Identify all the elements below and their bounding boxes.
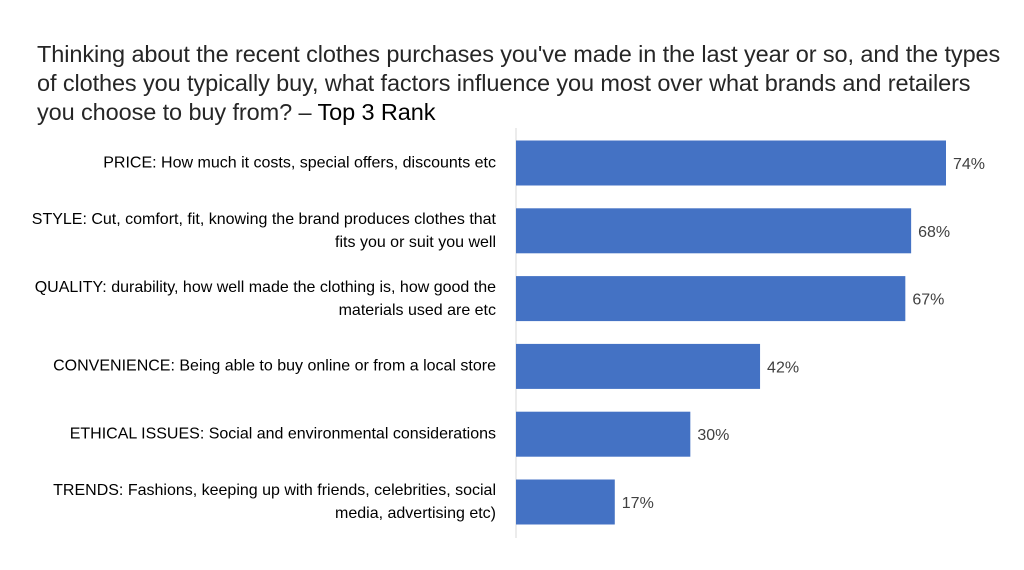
category-label-2: QUALITY: durability, how well made the c… bbox=[34, 278, 496, 319]
chart-title-emphasis: Top 3 Rank bbox=[317, 99, 436, 125]
bar-4 bbox=[516, 411, 691, 457]
category-label-1: STYLE: Cut, comfort, fit, knowing the br… bbox=[31, 210, 496, 251]
bar-2 bbox=[516, 276, 906, 322]
chart-title: Thinking about the recent clothes purcha… bbox=[37, 40, 1012, 127]
bar-0 bbox=[516, 140, 946, 186]
bars bbox=[516, 140, 946, 525]
value-label-4: 30% bbox=[697, 427, 729, 444]
bar-5 bbox=[516, 479, 615, 525]
value-label-1: 68% bbox=[918, 224, 950, 241]
value-label-0: 74% bbox=[953, 156, 985, 173]
chart-title-main: Thinking about the recent clothes purcha… bbox=[37, 41, 1001, 125]
value-label-3: 42% bbox=[767, 359, 799, 376]
bar-3 bbox=[516, 343, 761, 389]
value-label-2: 67% bbox=[912, 292, 944, 309]
value-label-5: 17% bbox=[622, 495, 654, 512]
value-labels: 74% 68% 67% 42% 30% 17% bbox=[622, 156, 985, 512]
category-label-5: TRENDS: Fashions, keeping up with friend… bbox=[53, 482, 496, 522]
category-label-0: PRICE: How much it costs, special offers… bbox=[103, 154, 496, 172]
bar-1 bbox=[516, 208, 912, 254]
category-label-4: ETHICAL ISSUES: Social and environmental… bbox=[69, 425, 496, 443]
category-label-3: CONVENIENCE: Being able to buy online or… bbox=[53, 357, 496, 375]
